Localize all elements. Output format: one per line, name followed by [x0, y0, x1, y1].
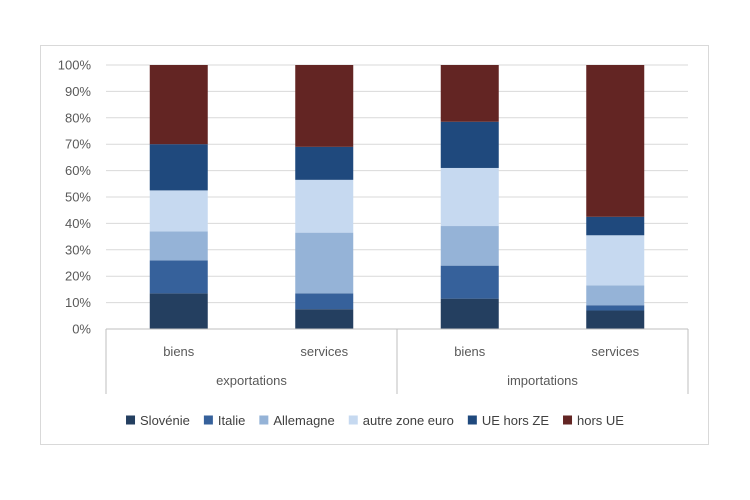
x-group-label: importations	[507, 373, 578, 388]
bar-segment	[440, 121, 499, 168]
bar-segment	[149, 190, 208, 232]
y-tick-label: 10%	[65, 295, 91, 310]
bar-segment	[295, 293, 354, 310]
bar-segment	[295, 232, 354, 294]
legend-label: hors UE	[577, 413, 624, 428]
bar-segment	[586, 216, 645, 236]
bar-segment	[149, 65, 208, 145]
bar-segment	[295, 65, 354, 147]
bar-segment	[295, 179, 354, 233]
bar-segment	[440, 226, 499, 266]
y-tick-label: 20%	[65, 269, 91, 284]
bar-segment	[149, 260, 208, 294]
legend-swatch	[467, 415, 477, 425]
x-tick-label: biens	[163, 344, 195, 359]
bar-segment	[440, 265, 499, 299]
x-tick-label: biens	[454, 344, 486, 359]
bar-segment	[440, 65, 499, 122]
bar-segment	[586, 235, 645, 286]
y-tick-label: 40%	[65, 216, 91, 231]
legend-label: Italie	[218, 413, 245, 428]
legend-swatch	[348, 415, 358, 425]
x-group-label: exportations	[216, 373, 287, 388]
y-tick-label: 80%	[65, 110, 91, 125]
y-tick-label: 60%	[65, 163, 91, 178]
legend-label: autre zone euro	[363, 413, 454, 428]
bar-segment	[440, 298, 499, 329]
legend-label: Allemagne	[273, 413, 334, 428]
y-tick-label: 100%	[58, 58, 92, 73]
bar-segment	[586, 310, 645, 329]
x-tick-label: services	[300, 344, 348, 359]
legend-swatch	[563, 415, 573, 425]
bar-segment	[586, 285, 645, 306]
y-tick-label: 50%	[65, 190, 91, 205]
y-tick-label: 90%	[65, 84, 91, 99]
legend-label: UE hors ZE	[482, 413, 550, 428]
bar-segment	[295, 309, 354, 329]
x-tick-label: services	[591, 344, 639, 359]
bar-segment	[149, 144, 208, 191]
legend-swatch	[203, 415, 213, 425]
bar-segment	[149, 231, 208, 261]
y-tick-label: 0%	[72, 322, 91, 337]
legend-swatch	[259, 415, 269, 425]
bar-segment	[586, 305, 645, 311]
bar-segment	[295, 146, 354, 180]
bar-segment	[586, 65, 645, 217]
bar-segment	[149, 293, 208, 329]
legend-label: Slovénie	[140, 413, 190, 428]
bar-segment	[440, 167, 499, 227]
y-tick-label: 30%	[65, 242, 91, 257]
legend-swatch	[126, 415, 136, 425]
y-tick-label: 70%	[65, 137, 91, 152]
